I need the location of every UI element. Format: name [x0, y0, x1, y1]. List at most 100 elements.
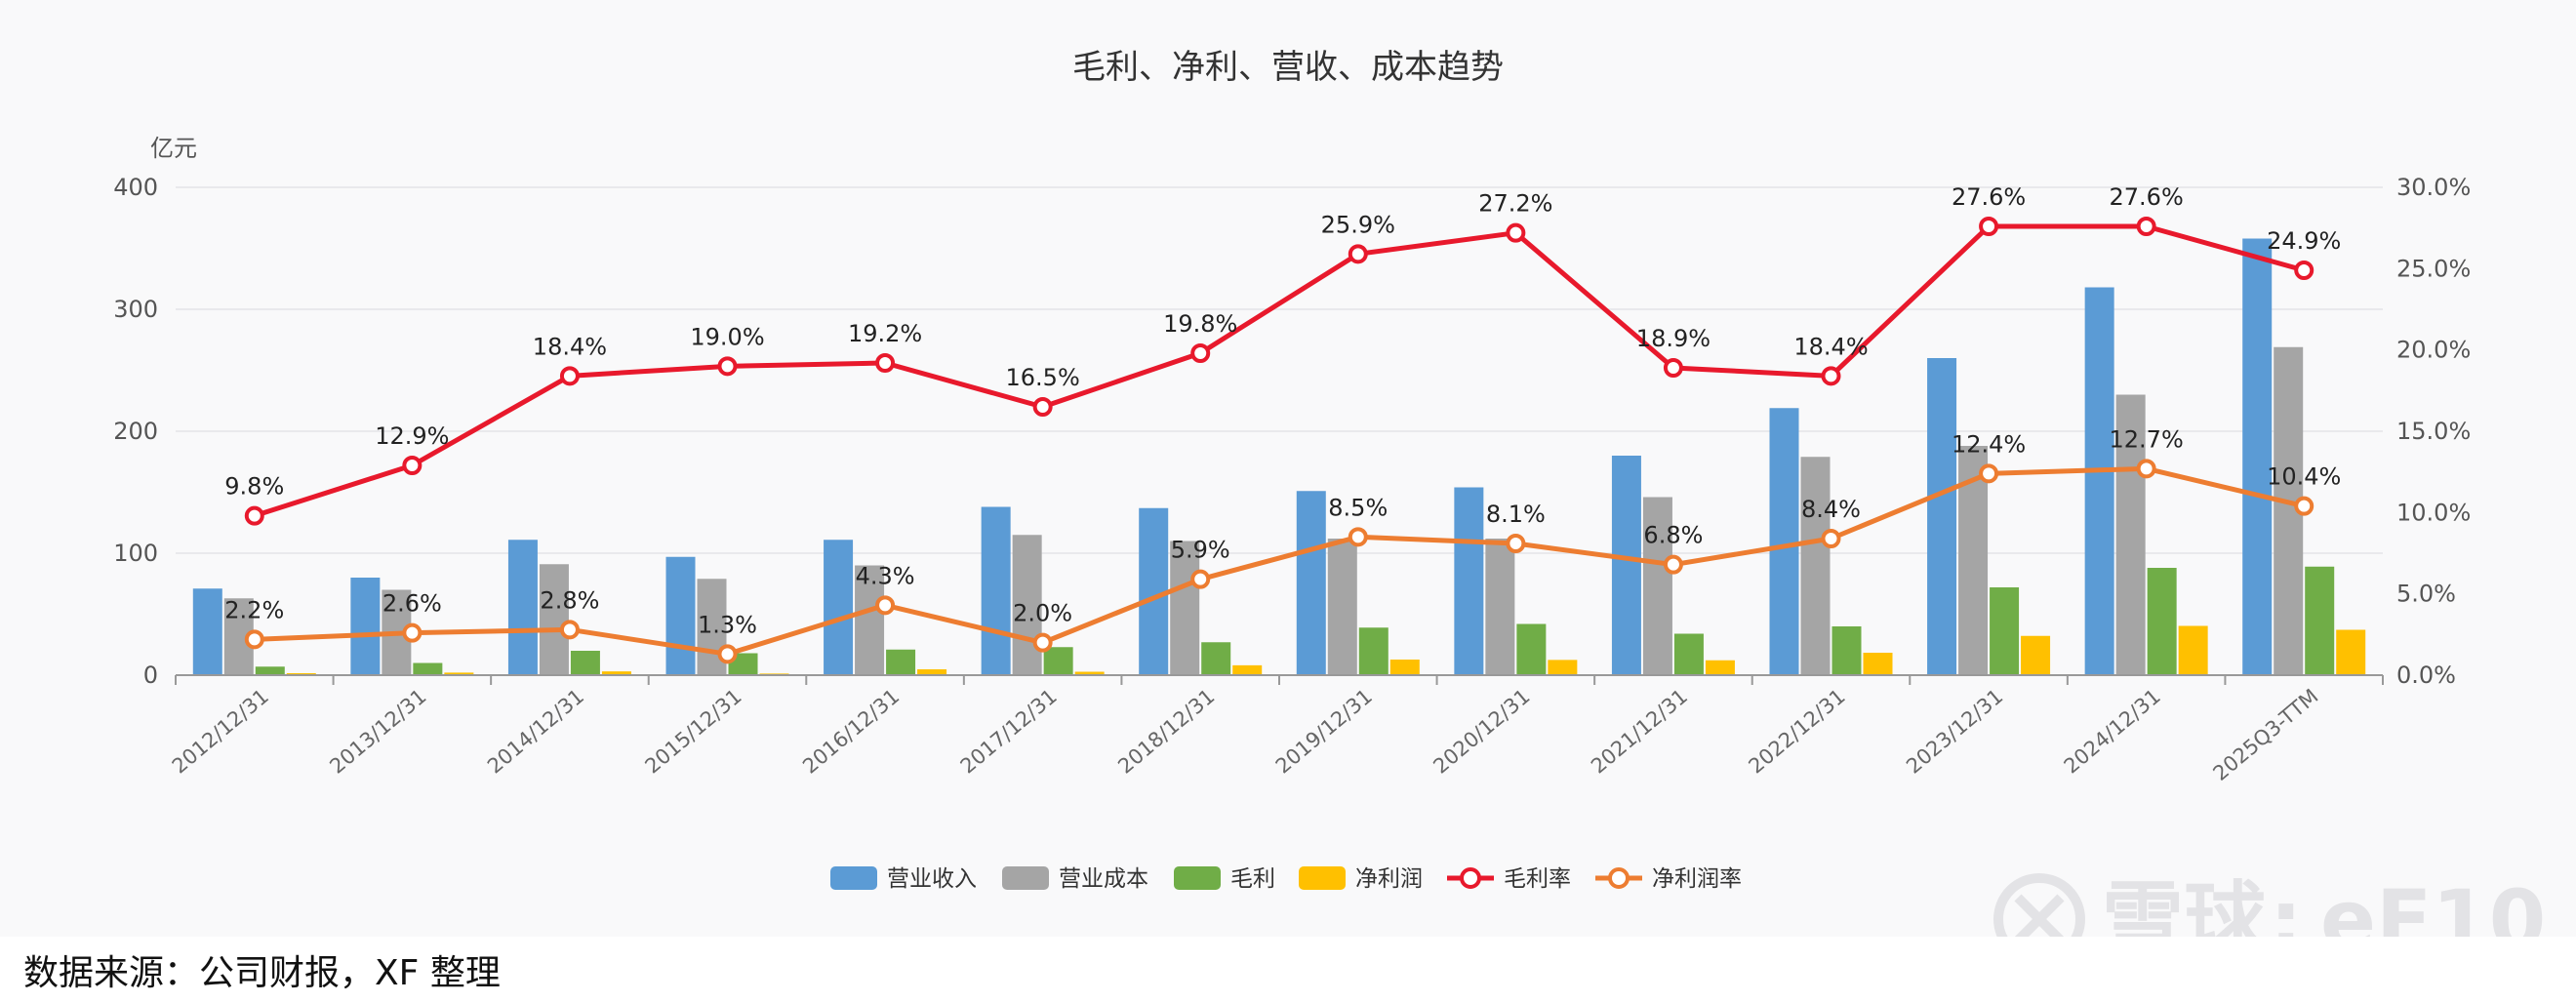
x-tick-label: 2018/12/31 [1113, 684, 1219, 778]
y-right-tick-label: 5.0% [2396, 581, 2456, 608]
data-label: 2.0% [1013, 600, 1072, 627]
data-label: 5.9% [1171, 537, 1230, 564]
line-point [559, 620, 580, 640]
data-label: 12.7% [2110, 425, 2184, 453]
data-label: 6.8% [1643, 522, 1703, 549]
legend-swatch [830, 866, 877, 890]
data-label: 27.6% [2110, 183, 2184, 211]
line-point [2136, 459, 2156, 479]
y-axis-right: 0.0% 5.0% 10.0% 15.0% 20.0% 25.0% 30.0% [2396, 174, 2471, 689]
bar [1927, 358, 1957, 675]
data-label: 24.9% [2267, 227, 2341, 255]
xueqiu-logo-icon [1993, 873, 2085, 937]
line-point [1348, 527, 1368, 547]
legend-label: 营业成本 [1059, 866, 1148, 892]
x-tick-label: 2015/12/31 [641, 684, 746, 778]
data-label: 19.8% [1163, 310, 1237, 338]
bar [1296, 491, 1326, 675]
bar-group [192, 238, 2366, 675]
bar [1673, 633, 1704, 675]
y-right-tick-label: 30.0% [2396, 174, 2471, 201]
x-tick-label: 2019/12/31 [1271, 684, 1377, 778]
line-point [1032, 397, 1053, 417]
data-label: 16.5% [1006, 364, 1080, 391]
x-tick-label: 2022/12/31 [1745, 684, 1850, 778]
bar [1516, 623, 1547, 675]
data-label: 2.6% [382, 590, 442, 618]
x-tick-label: 2020/12/31 [1429, 684, 1534, 778]
bar [1454, 487, 1484, 675]
bar [1485, 539, 1515, 675]
legend-label: 毛利 [1230, 866, 1275, 892]
x-axis: 2012/12/31 2013/12/31 2014/12/31 2015/12/31… [168, 674, 2384, 785]
bar [1170, 541, 1200, 675]
chart-title: 毛利、净利、营收、成本趋势 [1072, 48, 1504, 87]
data-label: 27.2% [1478, 190, 1552, 218]
watermark-brand: 雪球 [2102, 872, 2267, 937]
line-point [2294, 496, 2314, 516]
bar [2336, 629, 2366, 675]
line-point [1348, 244, 1368, 264]
legend-label: 净利润率 [1652, 866, 1742, 892]
bar [824, 540, 854, 675]
y-left-tick-label: 200 [113, 418, 158, 445]
y-right-tick-label: 10.0% [2396, 499, 2471, 526]
legend-label: 净利润 [1355, 866, 1423, 892]
line-point [717, 356, 738, 377]
data-label: 18.4% [533, 333, 607, 360]
data-label: 18.9% [1636, 325, 1711, 352]
bar [570, 651, 600, 675]
line-point [402, 456, 423, 475]
bar [1201, 642, 1231, 675]
line-series [254, 223, 2305, 519]
grid-lines [176, 186, 2383, 554]
data-label: 2.2% [224, 596, 284, 623]
bar [665, 556, 696, 675]
data-label: 1.3% [698, 611, 757, 638]
line-point [875, 353, 896, 373]
bar [1389, 660, 1420, 675]
data-label: 10.4% [2267, 463, 2341, 491]
legend: 营业收入 营业成本 毛利 净利润 毛利率 净利润率 [830, 866, 1742, 892]
data-label: 9.8% [224, 473, 284, 501]
line-point [1663, 554, 1683, 575]
data-label: 4.3% [856, 562, 915, 589]
chart-svg: 毛利、净利、营收、成本趋势 亿元 0 100 200 300 400 0.0% 5.0% 1… [113, 48, 2546, 937]
watermark-suffix: eF10 [2320, 872, 2546, 937]
bar [1831, 626, 1862, 675]
y-right-tick-label: 25.0% [2396, 255, 2471, 282]
x-tick-label: 2017/12/31 [956, 684, 1062, 778]
bar [1232, 664, 1263, 675]
line-point [875, 595, 896, 616]
data-label: 18.4% [1793, 333, 1868, 360]
bar [2242, 238, 2273, 675]
data-label: 27.6% [1952, 183, 2026, 211]
data-label: 8.4% [1801, 496, 1861, 523]
y-left-tick-label: 100 [113, 540, 158, 567]
bar [2115, 394, 2146, 675]
bar [1769, 408, 1799, 675]
bar [2084, 287, 2114, 675]
line-point [1663, 358, 1683, 378]
bar [1327, 539, 1357, 675]
bar [1800, 457, 1831, 675]
legend-swatch [1002, 866, 1049, 890]
x-tick-label: 2013/12/31 [325, 684, 430, 778]
bar [1863, 653, 1893, 675]
bar [886, 649, 916, 675]
bar [2305, 566, 2335, 675]
line-series [254, 465, 2305, 657]
bar [1611, 456, 1641, 675]
legend-swatch [1174, 866, 1221, 890]
line-point [1821, 529, 1841, 548]
bar [601, 671, 631, 675]
y-right-tick-label: 20.0% [2396, 337, 2471, 364]
x-tick-label: 2021/12/31 [1587, 684, 1692, 778]
line-point [1506, 534, 1526, 553]
line-point [559, 366, 580, 386]
x-tick-label: 2025Q3-TTM [2209, 684, 2323, 784]
y-axis-left: 0 100 200 300 400 [113, 174, 158, 689]
bar [413, 662, 443, 675]
data-label: 19.0% [690, 323, 764, 350]
line-point [1190, 569, 1211, 589]
